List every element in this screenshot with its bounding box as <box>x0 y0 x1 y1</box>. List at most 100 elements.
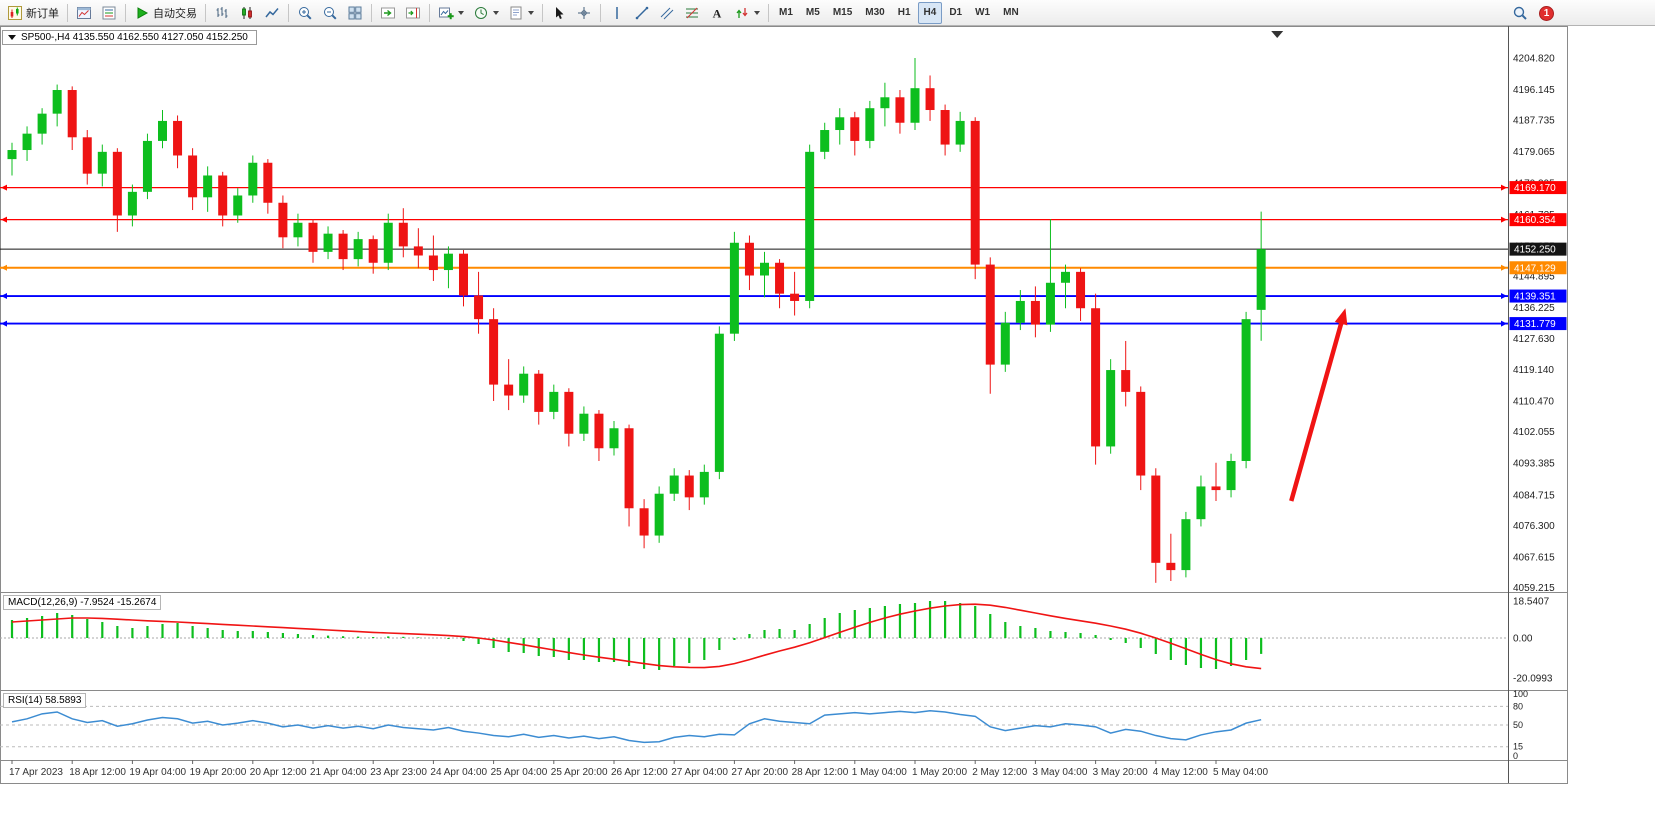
svg-text:A: A <box>713 6 722 20</box>
timeframe-h4-button[interactable]: H4 <box>917 1 943 24</box>
chart-window: 4204.8204196.1454187.7354179.0654170.395… <box>0 26 1568 784</box>
price-axis-tag: 4147.129 <box>1509 261 1567 275</box>
timeframe-m15-button[interactable]: M15 <box>827 2 858 24</box>
svg-text:4076.300: 4076.300 <box>1513 521 1555 532</box>
arrow-tools-button[interactable] <box>730 2 764 24</box>
text-icon: A <box>713 6 722 20</box>
zoom-in-button[interactable] <box>293 2 317 24</box>
trendline-icon <box>635 6 649 19</box>
timeframe-h1-button[interactable]: H1 <box>892 2 917 24</box>
auto-scroll-button[interactable] <box>376 2 400 24</box>
timeframe-m30-button[interactable]: M30 <box>859 2 890 24</box>
line-right-marker-icon <box>1501 293 1507 300</box>
svg-text:4204.820: 4204.820 <box>1513 53 1555 64</box>
crosshair-button[interactable] <box>572 2 596 24</box>
cursor-button[interactable] <box>547 2 571 24</box>
zoom-out-button[interactable] <box>318 2 342 24</box>
chart-shift-marker[interactable] <box>1271 31 1284 38</box>
tile-icon <box>348 6 362 19</box>
price-axis-tag: 4131.779 <box>1509 317 1567 331</box>
line-left-marker-icon <box>1 320 7 327</box>
bar-chart-mode-button[interactable] <box>210 2 234 24</box>
line-right-marker-icon <box>1501 184 1507 191</box>
svg-text:21 Apr 04:00: 21 Apr 04:00 <box>310 767 367 778</box>
line-left-marker-icon <box>1 216 7 223</box>
svg-text:24 Apr 04:00: 24 Apr 04:00 <box>430 767 487 778</box>
dropdown-caret-icon <box>754 10 760 15</box>
toolbar-separator <box>542 3 543 22</box>
svg-text:4059.215: 4059.215 <box>1513 583 1555 594</box>
line-chart-mode-button[interactable] <box>260 2 284 24</box>
svg-text:4102.055: 4102.055 <box>1513 427 1555 438</box>
trend-arrow-annotation[interactable] <box>1289 317 1345 502</box>
auto-trading-button[interactable]: 自动交易 <box>130 2 201 24</box>
tile-windows-button[interactable] <box>343 2 367 24</box>
chart-window-title[interactable]: SP500-,H4 4135.550 4162.550 4127.050 415… <box>2 30 257 45</box>
line-left-marker-icon <box>1 264 7 271</box>
line-left-marker-icon <box>1 184 7 191</box>
fibonacci-button[interactable] <box>680 2 704 24</box>
toolbar-separator <box>429 3 430 22</box>
svg-text:4067.615: 4067.615 <box>1513 552 1555 563</box>
toolbar-right-group: 1 <box>1508 0 1554 26</box>
notification-badge[interactable]: 1 <box>1539 5 1554 21</box>
svg-text:4160.354: 4160.354 <box>1514 215 1556 226</box>
svg-text:4093.385: 4093.385 <box>1513 459 1555 470</box>
new-order-icon <box>8 5 22 20</box>
equidistant-channel-button[interactable] <box>655 2 679 24</box>
svg-text:19 Apr 20:00: 19 Apr 20:00 <box>190 767 247 778</box>
main-toolbar: 1 新订单 自动交易 A M1 M5 M15 M30 H1 H4 D1 W1 MN <box>0 0 1655 26</box>
timeframe-m5-button[interactable]: M5 <box>800 2 826 24</box>
svg-text:0.00: 0.00 <box>1513 634 1533 645</box>
candlestick-series[interactable] <box>7 58 1266 583</box>
svg-text:5 May 04:00: 5 May 04:00 <box>1213 767 1268 778</box>
line-right-marker-icon <box>1501 264 1507 271</box>
vertical-line-button[interactable] <box>605 2 629 24</box>
price-axis-tag: 4160.354 <box>1509 213 1567 227</box>
chart-window-icon <box>77 6 91 19</box>
dropdown-caret-icon <box>493 10 499 15</box>
price-chart-canvas[interactable]: 4204.8204196.1454187.7354179.0654170.395… <box>0 26 1568 784</box>
svg-text:4147.129: 4147.129 <box>1514 263 1556 274</box>
bar-chart-icon <box>216 6 228 18</box>
svg-text:1 May 04:00: 1 May 04:00 <box>852 767 907 778</box>
candlestick-chart-mode-button[interactable] <box>235 2 259 24</box>
chart-shift-button[interactable] <box>401 2 425 24</box>
text-tool-button[interactable]: A <box>705 2 729 24</box>
toolbar-separator <box>125 3 126 22</box>
charts-button[interactable] <box>72 2 96 24</box>
svg-text:26 Apr 12:00: 26 Apr 12:00 <box>611 767 668 778</box>
search-button[interactable] <box>1508 2 1532 24</box>
svg-text:28 Apr 12:00: 28 Apr 12:00 <box>792 767 849 778</box>
svg-text:23 Apr 23:00: 23 Apr 23:00 <box>370 767 427 778</box>
rsi-panel[interactable]: 100 80 50 150 <box>0 689 1528 761</box>
svg-text:4136.225: 4136.225 <box>1513 303 1555 314</box>
svg-text:19 Apr 04:00: 19 Apr 04:00 <box>129 767 186 778</box>
toolbar-separator <box>371 3 372 22</box>
new-chart-button[interactable] <box>434 2 468 24</box>
market-watch-button[interactable] <box>97 2 121 24</box>
periods-button[interactable] <box>469 2 503 24</box>
auto-scroll-icon <box>381 7 395 18</box>
toolbar-separator <box>768 3 769 22</box>
timeframe-d1-button[interactable]: D1 <box>943 2 968 24</box>
templates-button[interactable] <box>504 2 538 24</box>
svg-text:25 Apr 04:00: 25 Apr 04:00 <box>491 767 548 778</box>
new-order-button[interactable]: 新订单 <box>3 2 63 24</box>
svg-text:18 Apr 12:00: 18 Apr 12:00 <box>69 767 126 778</box>
trend-arrow-head-icon <box>1334 308 1348 326</box>
expand-chart-icon[interactable] <box>8 35 16 40</box>
chart-title-text: SP500-,H4 4135.550 4162.550 4127.050 415… <box>21 32 248 43</box>
svg-text:4187.735: 4187.735 <box>1513 116 1555 127</box>
line-right-marker-icon <box>1501 216 1507 223</box>
time-axis[interactable]: 17 Apr 2023 18 Apr 12:00 19 Apr 04:00 19 Ap… <box>9 760 1268 778</box>
svg-text:4084.715: 4084.715 <box>1513 490 1555 501</box>
macd-panel[interactable]: 18.5407 0.00 -20.0993 <box>0 596 1553 685</box>
timeframe-w1-button[interactable]: W1 <box>969 2 996 24</box>
timeframe-mn-button[interactable]: MN <box>997 2 1025 24</box>
trendline-button[interactable] <box>630 2 654 24</box>
timeframe-m1-button[interactable]: M1 <box>773 2 799 24</box>
vline-icon <box>616 6 618 19</box>
svg-text:4119.140: 4119.140 <box>1513 365 1554 376</box>
svg-text:27 Apr 20:00: 27 Apr 20:00 <box>731 767 788 778</box>
